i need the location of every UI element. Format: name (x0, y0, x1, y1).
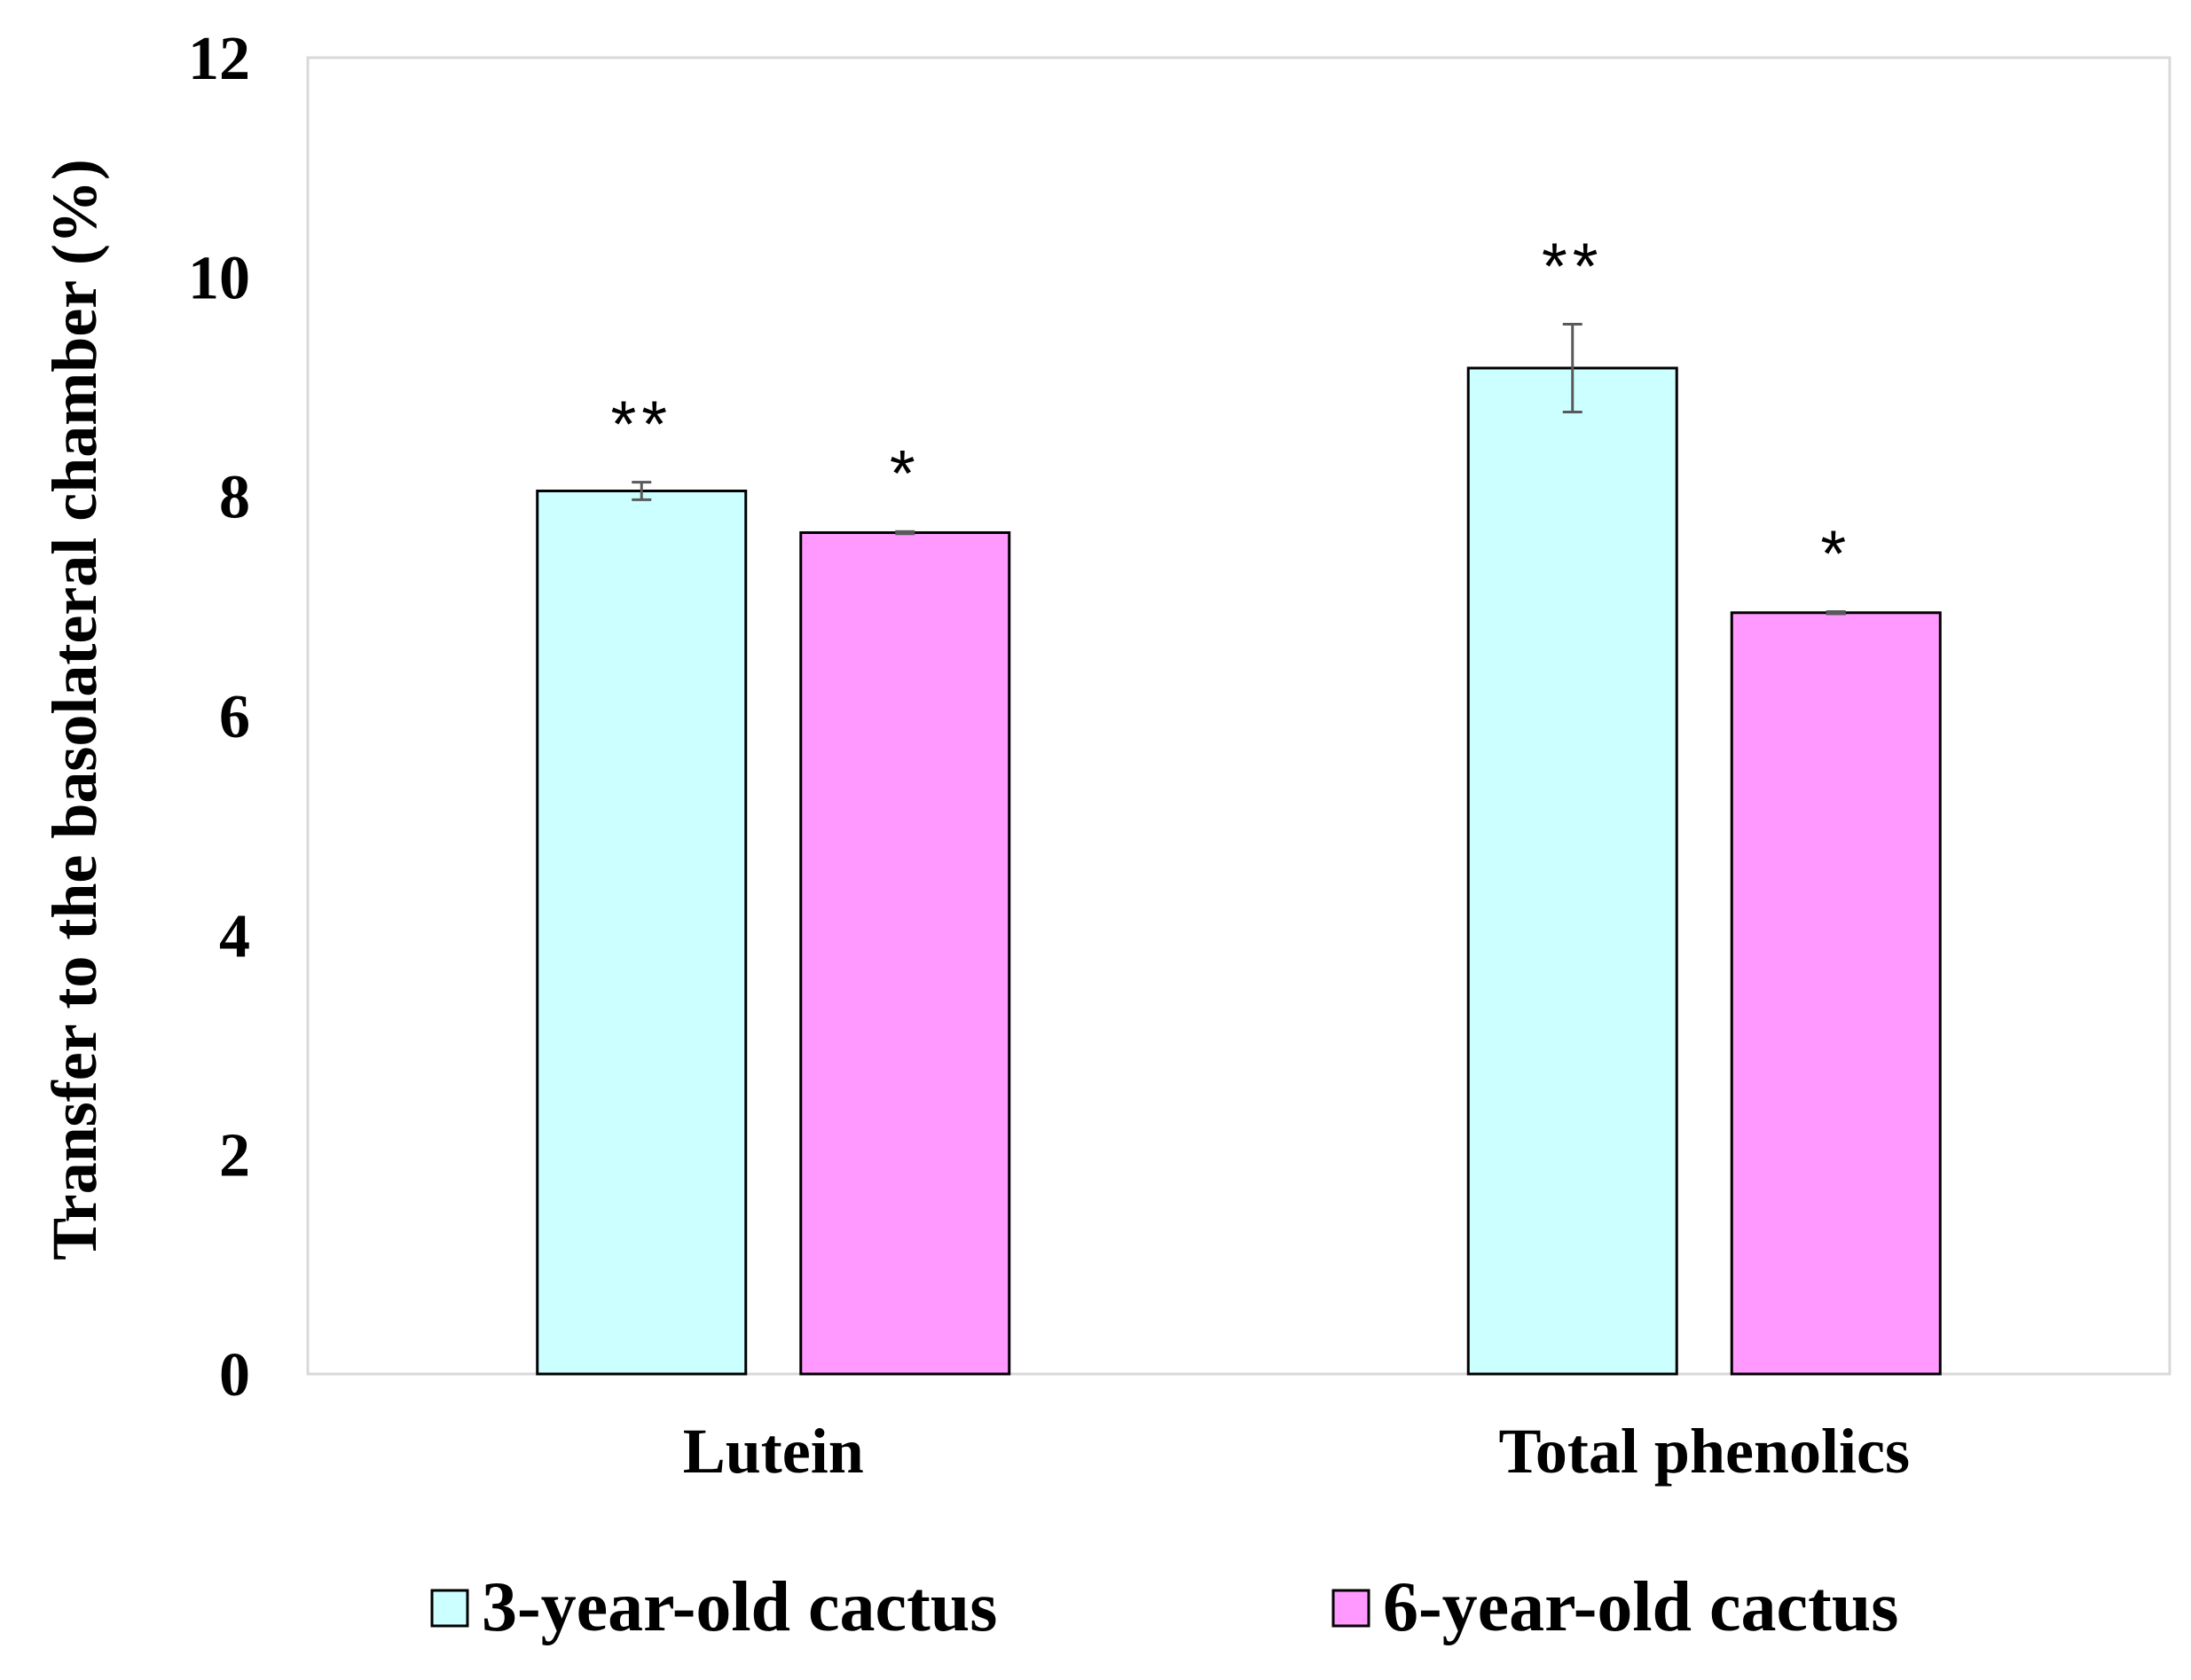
error-bar (1826, 610, 1846, 616)
x-category-label: Lutein (683, 1416, 864, 1487)
legend-item: 6-year-old cactus (1331, 1568, 1898, 1646)
legend-swatch (430, 1589, 469, 1628)
legend-label: 6-year-old cactus (1383, 1568, 1898, 1646)
y-tick-label: 2 (219, 1122, 250, 1190)
error-bar (1562, 323, 1582, 413)
x-category-label: Total phenolics (1499, 1416, 1910, 1487)
y-tick-label: 10 (188, 244, 250, 312)
error-bar (632, 481, 652, 501)
legend-swatch (1331, 1589, 1370, 1628)
significance-marker: ** (1542, 230, 1604, 303)
significance-marker: * (890, 436, 921, 510)
y-tick-label: 12 (188, 25, 250, 93)
x-axis-categories: Lutein Total phenolics (683, 1416, 1910, 1487)
legend: 3-year-old cactus 6-year-old cactus (430, 1568, 1898, 1646)
y-tick-label: 4 (219, 902, 250, 970)
error-bar (895, 530, 915, 536)
legend-label: 3-year-old cactus (482, 1568, 997, 1646)
y-tick-label: 0 (219, 1341, 250, 1409)
significance-marker: * (1820, 517, 1851, 591)
y-tick-label: 8 (219, 464, 250, 532)
bar-six-year-lutein (799, 530, 1011, 1376)
y-tick-label: 6 (219, 683, 250, 751)
bars: ****** (536, 230, 1942, 1376)
bar-six-year-total-phenolics (1730, 611, 1942, 1376)
y-axis-ticks: 0 2 4 6 8 10 12 (188, 25, 250, 1409)
bar-three-year-total-phenolics (1466, 366, 1678, 1376)
bar-three-year-lutein (536, 489, 748, 1376)
legend-item: 3-year-old cactus (430, 1568, 997, 1646)
significance-marker: ** (610, 388, 672, 461)
y-axis-label: Transfer to the basolateral chamber (%) (39, 159, 110, 1260)
